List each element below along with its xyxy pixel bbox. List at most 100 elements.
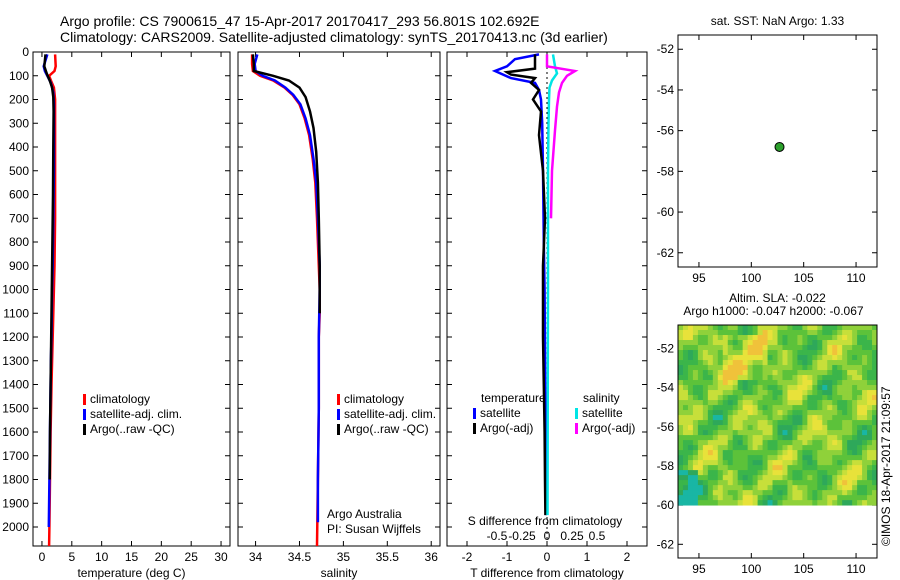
sla-cell [872,470,878,476]
sla-cell [722,350,729,356]
sla-cell [712,385,719,391]
sla-cell [707,490,714,496]
x-tick-label: 30 [214,550,228,564]
sla-cell [747,440,754,446]
sla-cell [697,405,704,411]
sla-cell [687,400,694,406]
sla-cell [742,325,749,331]
sla-cell [727,420,734,426]
sla-cell [767,325,773,331]
x-tick-label: 15 [125,550,139,564]
sla-cell [687,390,694,396]
series-line-salinity-argo-adj- [545,54,579,219]
legend-swatch [575,408,578,419]
sla-cell [842,390,848,396]
sla-cell [732,335,739,341]
sla-cell [687,330,694,336]
sla-cell [752,325,759,331]
sla-cell [772,485,778,491]
sla-cell [862,490,868,496]
sla-cell [812,355,818,361]
sla-cell [767,450,773,456]
sla-cell [777,355,783,361]
sla-cell [822,380,828,386]
sla-cell [692,380,699,386]
sla-cell [802,480,808,486]
sla-cell [812,335,818,341]
sla-cell [787,375,793,381]
y-tick-label: 900 [9,259,29,273]
sla-cell [777,345,783,351]
sla-cell [682,435,689,441]
sla-cell [697,330,704,336]
sla-cell [722,485,729,491]
sla-cell [722,360,729,366]
sla-cell [847,425,853,431]
sla-cell [852,500,858,506]
sla-cell [837,410,843,416]
sla-cell [797,425,803,431]
sla-cell [737,325,744,331]
sla-cell [737,500,744,506]
sla-cell [852,455,858,461]
sla-cell [707,370,714,376]
sla-cell [762,340,768,346]
sla-cell [772,355,778,361]
sla-cell [827,350,833,356]
sla-cell [822,375,828,381]
sla-cell [737,490,744,496]
sla-cell [797,475,803,481]
sla-cell [752,495,759,501]
sla-cell [678,460,684,466]
sla-cell [847,390,853,396]
sla-cell [697,385,704,391]
sla-cell [817,325,823,331]
sla-cell [777,395,783,401]
sla-cell [732,460,739,466]
sla-cell [787,490,793,496]
sla-cell [712,390,719,396]
sla-cell [867,450,873,456]
sla-cell [678,365,684,371]
credit-line2: PI: Susan Wijffels [327,522,421,536]
sla-cell [812,405,818,411]
sla-cell [862,340,868,346]
sla-cell [852,375,858,381]
sla-cell [747,365,754,371]
sla-cell [792,360,798,366]
sla-cell [817,375,823,381]
sla-cell [847,420,853,426]
sla-cell [697,415,704,421]
sla-cell [682,480,689,486]
y-tick-label: 1900 [2,496,29,510]
sla-cell [867,485,873,491]
sla-cell [852,365,858,371]
sla-cell [732,445,739,451]
sla-cell [732,390,739,396]
sla-cell [742,450,749,456]
sla-cell [727,480,734,486]
sla-cell [802,485,808,491]
sla-cell [752,375,759,381]
sla-cell [717,500,724,506]
sla-cell [847,375,853,381]
sla-cell [837,325,843,331]
sla-cell [762,495,768,501]
sla-cell [837,445,843,451]
sla-cell [812,395,818,401]
sla-cell [797,335,803,341]
sla-cell [702,460,709,466]
sla-cell [782,425,788,431]
sla-cell [872,430,878,436]
sla-cell [722,435,729,441]
temperature-profile-chart: 0 5 10 15 20 25 300100200300400500600700800900… [2,45,231,580]
sla-cell [722,385,729,391]
sla-cell [747,430,754,436]
sla-cell [817,470,823,476]
sla-cell [692,385,699,391]
sla-cell [687,445,694,451]
x2-tick-label: 0.25 [560,529,584,543]
sla-cell [692,330,699,336]
sla-cell [827,440,833,446]
sla-cell [832,375,838,381]
